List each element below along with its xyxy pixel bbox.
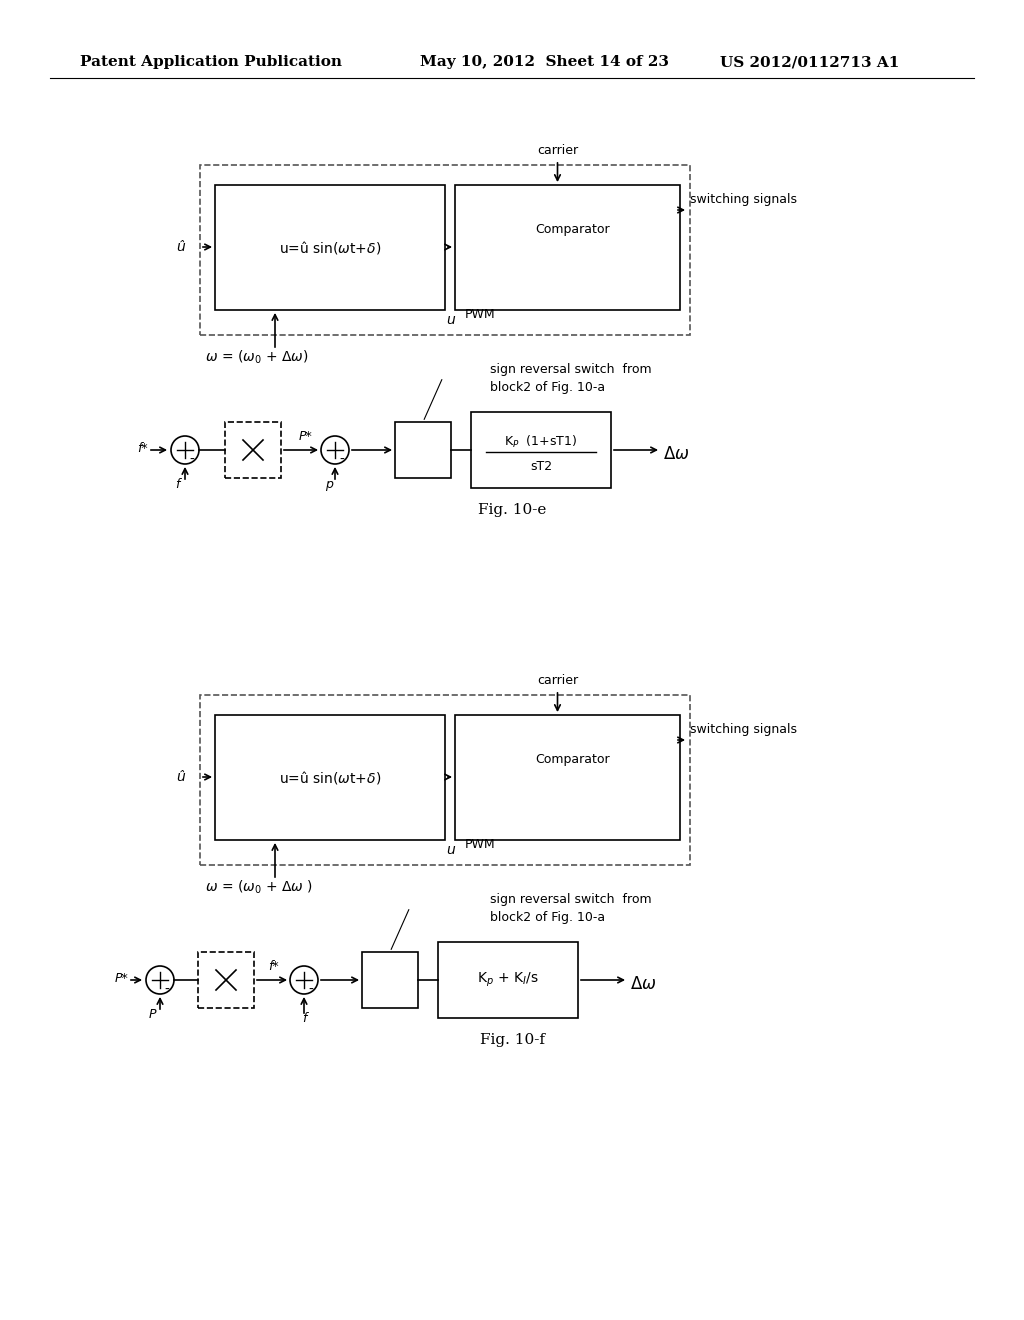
Text: û: û xyxy=(176,770,185,784)
Text: switching signals: switching signals xyxy=(690,194,797,206)
Bar xyxy=(455,185,680,310)
Text: $\Delta$$\omega$: $\Delta$$\omega$ xyxy=(663,445,689,463)
Bar xyxy=(395,422,451,478)
Text: -: - xyxy=(339,453,344,467)
Text: p: p xyxy=(325,478,333,491)
Text: u: u xyxy=(446,843,456,857)
Text: u: u xyxy=(446,313,456,327)
Text: sT2: sT2 xyxy=(530,459,552,473)
Text: Fig. 10-e: Fig. 10-e xyxy=(478,503,546,517)
Text: block2 of Fig. 10-a: block2 of Fig. 10-a xyxy=(490,912,605,924)
Bar xyxy=(200,696,690,865)
Text: Comparator: Comparator xyxy=(536,754,610,767)
Bar xyxy=(225,422,281,478)
Text: P: P xyxy=(148,1008,156,1020)
Text: f: f xyxy=(175,478,179,491)
Bar xyxy=(438,942,578,1018)
Bar xyxy=(471,412,611,488)
Bar xyxy=(362,952,418,1008)
Text: P*: P* xyxy=(115,972,128,985)
Text: f: f xyxy=(302,1012,306,1026)
Text: f*: f* xyxy=(268,960,279,973)
Text: û: û xyxy=(176,240,185,253)
Text: May 10, 2012  Sheet 14 of 23: May 10, 2012 Sheet 14 of 23 xyxy=(420,55,669,69)
Text: carrier: carrier xyxy=(537,144,579,157)
Text: P*: P* xyxy=(299,429,312,442)
Text: -: - xyxy=(308,983,313,997)
Text: K$_P$  (1+sT1): K$_P$ (1+sT1) xyxy=(505,434,578,450)
Bar xyxy=(455,715,680,840)
Text: $\omega$ = ($\omega$$_0$ + $\Delta$$\omega$ ): $\omega$ = ($\omega$$_0$ + $\Delta$$\ome… xyxy=(205,878,313,896)
Text: switching signals: switching signals xyxy=(690,723,797,737)
Text: sign reversal switch  from: sign reversal switch from xyxy=(490,894,651,907)
Text: PWM: PWM xyxy=(465,838,496,851)
Text: US 2012/0112713 A1: US 2012/0112713 A1 xyxy=(720,55,899,69)
Bar xyxy=(215,185,445,310)
Text: carrier: carrier xyxy=(537,673,579,686)
Text: Fig. 10-f: Fig. 10-f xyxy=(479,1034,545,1047)
Text: -: - xyxy=(164,983,169,997)
Text: K$_p$ + K$_I$/s: K$_p$ + K$_I$/s xyxy=(477,970,539,989)
Bar xyxy=(200,165,690,335)
Text: Comparator: Comparator xyxy=(536,223,610,236)
Text: Patent Application Publication: Patent Application Publication xyxy=(80,55,342,69)
Text: sign reversal switch  from: sign reversal switch from xyxy=(490,363,651,376)
Text: u=û sin($\omega$t+$\delta$): u=û sin($\omega$t+$\delta$) xyxy=(279,239,381,256)
Text: $\omega$ = ($\omega$$_0$ + $\Delta$$\omega$): $\omega$ = ($\omega$$_0$ + $\Delta$$\ome… xyxy=(205,348,308,366)
Text: -: - xyxy=(189,453,194,467)
Text: $\Delta$$\omega$: $\Delta$$\omega$ xyxy=(630,975,656,993)
Text: block2 of Fig. 10-a: block2 of Fig. 10-a xyxy=(490,381,605,395)
Text: f*: f* xyxy=(137,441,148,454)
Text: PWM: PWM xyxy=(465,309,496,322)
Bar xyxy=(215,715,445,840)
Bar xyxy=(198,952,254,1008)
Text: u=û sin($\omega$t+$\delta$): u=û sin($\omega$t+$\delta$) xyxy=(279,770,381,785)
